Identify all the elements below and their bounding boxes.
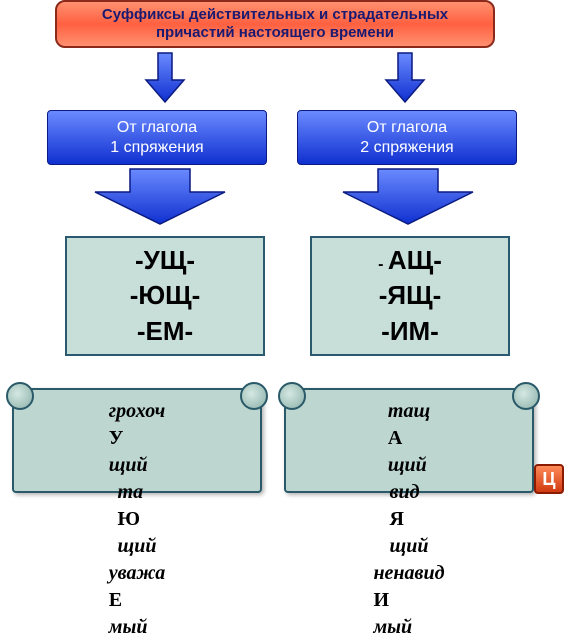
suffix-l3: -ЕМ- [137,314,193,349]
suffix-box-right: - АЩ- -ЯЩ- -ИМ- [310,236,510,356]
title-box: Суффиксы действительных и страдательных … [55,0,495,48]
scroll-right: тащАщий видЯщий ненавидИмый [284,388,534,493]
suffix-box-left: -УЩ- -ЮЩ- -ЕМ- [65,236,265,356]
arrow-right-small [380,50,430,105]
example-row: видЯщий [390,479,429,560]
example-row: грохочУщий [109,398,165,479]
corner-icon[interactable]: Ц [534,464,564,494]
suffix-l1: -УЩ- [135,243,195,278]
big-arrow-left [90,167,230,227]
conj-box-right: От глагола 2 спряжения [297,110,517,165]
arrow-left-small [140,50,190,105]
conj-left-line2: 1 спряжения [110,138,203,158]
conj-right-line2: 2 спряжения [360,138,453,158]
example-row: ненавидИмый [373,560,444,641]
corner-icon-char: Ц [542,469,555,490]
suffix-r1: - АЩ- [378,243,442,278]
suffix-l2: -ЮЩ- [130,278,201,313]
title-text: Суффиксы действительных и страдательных … [67,6,483,42]
scroll-left-content: грохочУщий таЮщий уважаЕмый [12,394,262,499]
suffix-r3: -ИМ- [381,314,439,349]
example-row: таЮщий [118,479,157,560]
conj-box-left: От глагола 1 спряжения [47,110,267,165]
example-row: тащАщий [388,398,430,479]
scroll-left: грохочУщий таЮщий уважаЕмый [12,388,262,493]
scroll-right-content: тащАщий видЯщий ненавидИмый [284,394,534,499]
conj-right-line1: От глагола [367,118,447,138]
conj-left-line1: От глагола [117,118,197,138]
big-arrow-right [338,167,478,227]
example-row: уважаЕмый [109,560,165,641]
suffix-r2: -ЯЩ- [379,278,442,313]
